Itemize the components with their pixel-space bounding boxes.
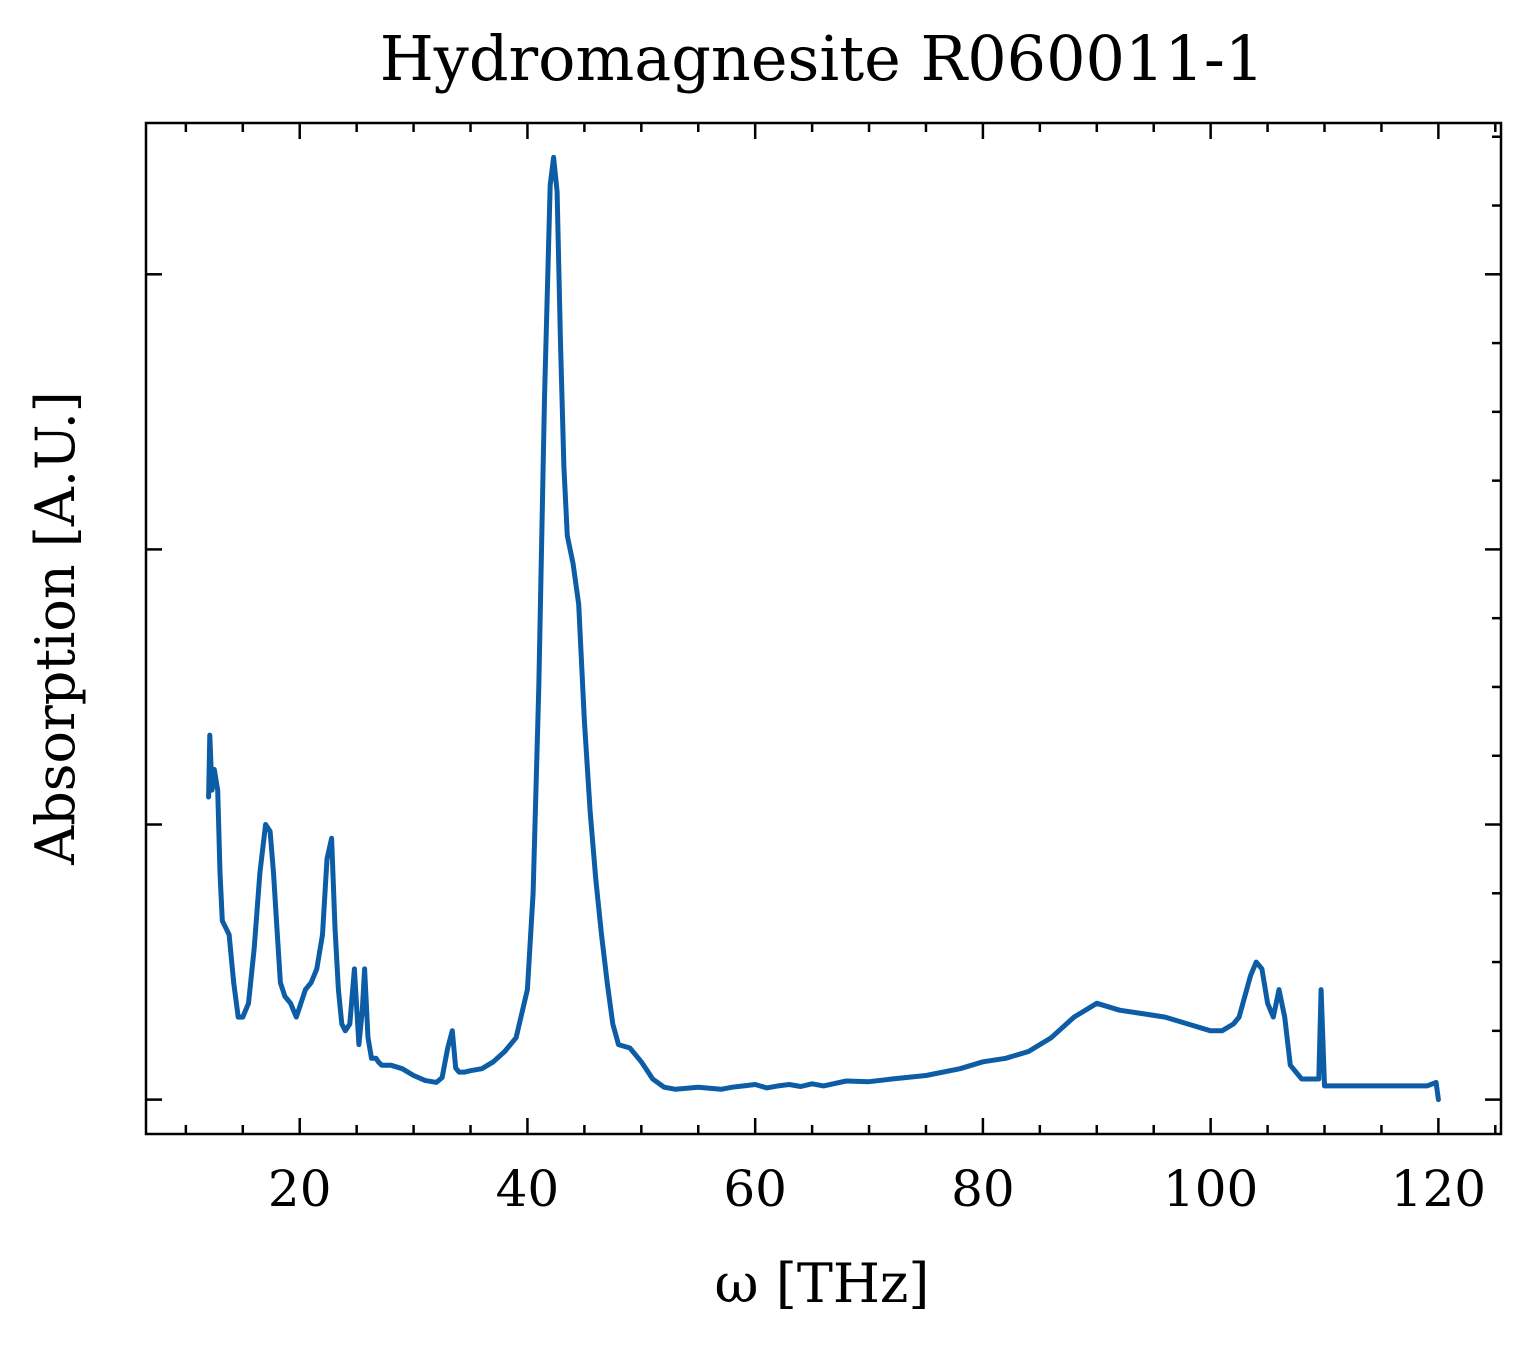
chart-title: Hydromagnesite R060011-1 <box>380 22 1265 95</box>
x-tick-labels: 20 40 60 80 100 120 <box>268 1160 1486 1218</box>
x-tick-label: 80 <box>951 1160 1015 1218</box>
axis-ticks <box>146 123 1501 1134</box>
y-axis-label: Absorption [A.U.] <box>24 391 87 866</box>
x-tick-label: 40 <box>496 1160 560 1218</box>
x-tick-label: 60 <box>723 1160 787 1218</box>
x-tick-label: 20 <box>268 1160 332 1218</box>
plot-frame <box>146 123 1501 1134</box>
x-tick-label: 120 <box>1391 1160 1486 1218</box>
x-tick-label: 100 <box>1163 1160 1258 1218</box>
x-axis-label: ω [THz] <box>715 1252 930 1315</box>
absorption-series-line <box>209 157 1439 1099</box>
